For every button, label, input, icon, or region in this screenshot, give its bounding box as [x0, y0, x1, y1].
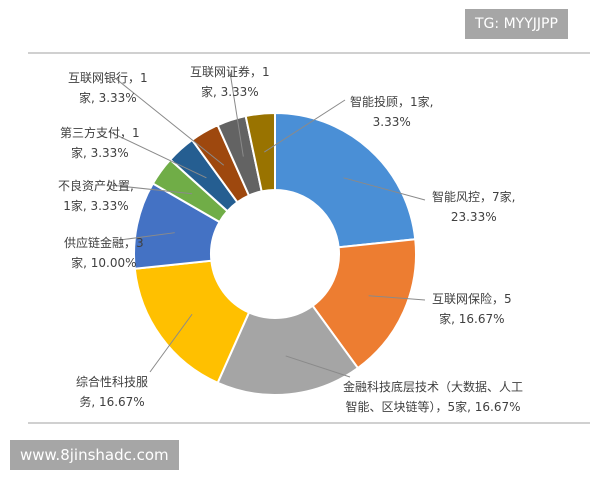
slice-9 [244, 111, 276, 193]
data-label-line1: 互联网银行，1 [68, 71, 148, 85]
data-label-line2: 家, 3.33% [78, 91, 137, 105]
data-label: 互联网保险，5 家, 16.67% [432, 289, 512, 329]
leader-line-8 [229, 71, 244, 157]
data-label-line2: 家, 3.33% [70, 146, 129, 160]
data-label-line2: 3.33% [372, 115, 411, 129]
data-label: 智能风控，7家, 23.33% [432, 187, 515, 227]
data-label: 互联网证券，1 家, 3.33% [190, 62, 270, 102]
leader-line-0 [343, 177, 426, 201]
data-label-line2: 家, 10.00% [71, 256, 137, 270]
data-label-line2: 家, 3.33% [200, 85, 259, 99]
data-label: 供应链金融，3 家, 10.00% [64, 233, 144, 273]
slice-0 [274, 111, 417, 249]
data-label: 智能投顾，1家, 3.33% [350, 92, 433, 132]
data-label-line1: 第三方支付，1 [60, 126, 140, 140]
watermark-bottom: www.8jinshadc.com [10, 440, 179, 470]
data-label-line1: 综合性科技服 [76, 375, 149, 389]
data-label: 互联网银行，1 家, 3.33% [68, 68, 148, 108]
data-label-line2: 1家, 3.33% [63, 199, 129, 213]
leader-line-3 [149, 313, 193, 373]
leader-line-9 [264, 99, 346, 153]
chart-frame [28, 52, 590, 424]
data-label: 金融科技底层技术（大数据、人工 智能、区块链等），5家, 16.67% [343, 377, 523, 417]
data-label-line2: 家, 16.67% [439, 312, 505, 326]
data-label-line1: 智能风控，7家, [432, 190, 516, 204]
leader-line-1 [368, 295, 426, 301]
leader-line-7 [114, 77, 225, 166]
data-label: 第三方支付，1 家, 3.33% [60, 123, 140, 163]
data-label: 不良资产处置, 1家, 3.33% [58, 176, 134, 216]
leader-line-4 [119, 232, 175, 241]
data-label-line2: 智能、区块链等），5家, 16.67% [345, 400, 521, 414]
data-label-line2: 务, 16.67% [79, 395, 145, 409]
leader-line-6 [109, 131, 207, 179]
data-label-line2: 23.33% [450, 210, 497, 224]
leader-line-2 [285, 355, 351, 378]
data-label-line1: 金融科技底层技术（大数据、人工 [343, 380, 524, 394]
data-label-line1: 互联网证券，1 [190, 65, 270, 79]
data-label: 综合性科技服 务, 16.67% [76, 372, 148, 412]
watermark-top: TG: MYYJJPP [465, 9, 568, 39]
data-label-line1: 不良资产处置, [58, 179, 134, 193]
data-label-line1: 智能投顾，1家, [350, 95, 434, 109]
data-label-line1: 供应链金融，3 [64, 236, 144, 250]
data-label-line1: 互联网保险，5 [432, 292, 512, 306]
leader-line-5 [109, 184, 193, 195]
